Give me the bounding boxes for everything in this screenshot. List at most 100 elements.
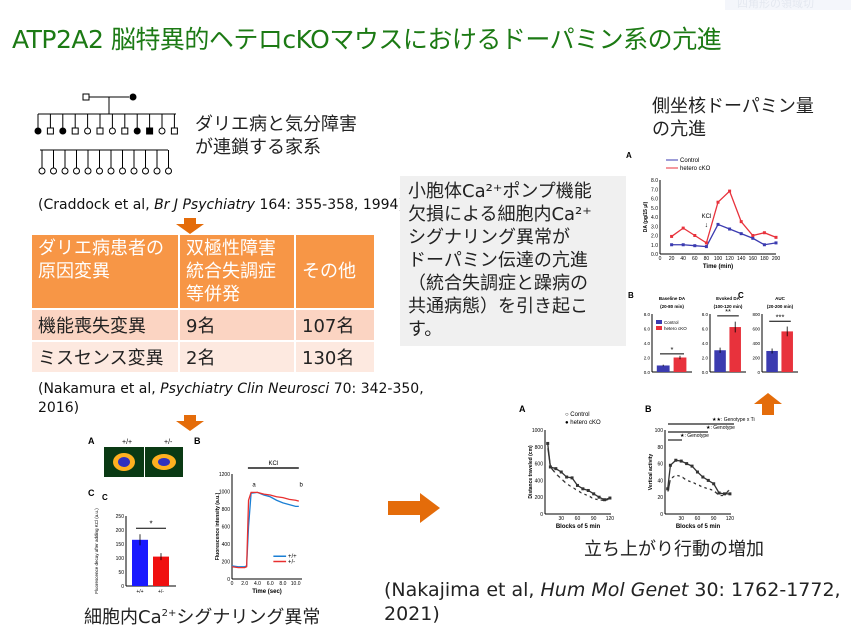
- x-tick-label: 4.0: [254, 581, 261, 587]
- data-point: [693, 244, 697, 248]
- x-axis-label: Time (min): [703, 264, 733, 270]
- legend-swatch: [656, 320, 662, 324]
- data-point: [554, 467, 558, 471]
- data-point: [679, 459, 683, 463]
- x-axis-label: Blocks of 5 min: [676, 524, 721, 530]
- chart-title: Evoked DA: [716, 296, 741, 301]
- data-point: [717, 491, 721, 495]
- slide-title: ATP2A2 脳特異的ヘテロcKOマウスにおけるドーパミン系の亢進: [12, 25, 722, 54]
- x-tick-label: 100: [714, 256, 723, 262]
- y-tick-label: 1.0: [651, 243, 658, 249]
- bar: [766, 350, 778, 372]
- data-point: [608, 496, 612, 500]
- table-row: 機能喪失変異 9名 107名: [32, 310, 374, 340]
- data-point: [546, 441, 550, 445]
- data-point: [701, 485, 705, 489]
- kcl-arrow-icon: ↓: [705, 222, 709, 229]
- x-tick-label: 20: [669, 256, 675, 262]
- significance-stars: *: [149, 519, 152, 528]
- summary-line: 共通病態）を引き起こ: [408, 296, 588, 317]
- x-tick-label: 8.0: [279, 581, 286, 587]
- data-point: [670, 243, 674, 247]
- data-point: [690, 480, 694, 484]
- x-tick-label: 160: [749, 256, 758, 262]
- summary-line: 小胞体Ca²⁺ポンプ機能: [408, 181, 592, 202]
- x-tick-label: 120: [726, 516, 735, 522]
- y-tick-label: 80: [657, 445, 663, 451]
- point-label: b: [299, 482, 303, 488]
- y-tick-label: 0: [121, 584, 124, 590]
- header-cell: ダリエ病患者の 原因変異: [32, 235, 178, 308]
- y-tick-label: 6.0: [651, 197, 658, 203]
- data-point: [706, 487, 710, 491]
- chart-title: (20-80 min): [660, 304, 684, 309]
- table-row: ミスセンス変異 2名 130名: [32, 342, 374, 372]
- y-tick-label: 100: [655, 428, 664, 434]
- data-point: [685, 462, 689, 466]
- data-point: [751, 236, 755, 240]
- y-tick-label: 2.0: [644, 356, 651, 361]
- summary-line: シグナリング異常が: [408, 227, 570, 248]
- pedigree-member: [108, 127, 116, 135]
- significance-label: ★: Genotype: [680, 433, 709, 439]
- y-tick-label: 5.0: [651, 206, 658, 212]
- significance-stars: *: [671, 345, 674, 354]
- legend-label: hetero cKO: [664, 326, 687, 331]
- data-point: [581, 492, 585, 496]
- legend-label: +/-: [288, 559, 295, 565]
- legend-label: +/+: [288, 554, 297, 560]
- pedigree-member: [119, 167, 126, 175]
- y-tick-label: 150: [116, 542, 125, 548]
- data-point: [693, 234, 697, 237]
- y-tick-label: 600: [535, 462, 544, 468]
- data-point: [586, 488, 590, 492]
- y-axis-label: Fluorescence intensity (a.u.): [215, 492, 221, 560]
- data-point: [695, 483, 699, 487]
- summary-box: 小胞体Ca²⁺ポンプ機能 欠損による細胞内Ca²⁺ シグナリング異常が ドーパミ…: [400, 176, 626, 346]
- da-heading: 側坐核ドーパミン量 の亢進: [652, 96, 814, 140]
- x-tick-label: 30: [558, 516, 564, 522]
- y-tick-label: 8.0: [702, 312, 709, 317]
- y-tick-label: 4.0: [702, 341, 709, 346]
- dopamine-figure: A 0.0 1.0 2.0 3.0 4.0 5.0 6.0 7.0 8.0 0 20 40 60 80 100…: [626, 151, 798, 375]
- data-point: [668, 463, 672, 467]
- cell: 機能喪失変異: [32, 310, 178, 340]
- data-point: [581, 487, 585, 491]
- pedigree-member: [84, 127, 92, 135]
- summary-line: 欠損による細胞内Ca²⁺: [408, 204, 592, 225]
- x-tick-label: 120: [606, 516, 615, 522]
- y-tick-label: 400: [535, 478, 544, 484]
- bar: [714, 350, 726, 372]
- y-tick-label: 4.0: [644, 341, 651, 346]
- data-point: [712, 482, 716, 486]
- y-tick-label: 0: [227, 577, 230, 583]
- x-tick-label: 60: [575, 516, 581, 522]
- y-tick-label: 40: [657, 478, 663, 484]
- data-point: [751, 234, 755, 237]
- panel-label: C: [102, 493, 108, 502]
- y-tick-label: 4.0: [651, 215, 658, 221]
- y-tick-label: 7.0: [651, 187, 658, 193]
- data-point: [592, 497, 596, 501]
- data-point: [739, 232, 743, 236]
- data-point: [559, 470, 563, 474]
- x-tick-label: 6.0: [267, 581, 274, 587]
- caption-line: が連鎖する家系: [195, 137, 321, 158]
- y-tick-label: 0: [540, 512, 543, 518]
- y-tick-label: 0: [757, 370, 760, 375]
- data-point: [704, 245, 708, 249]
- caption-line: ダリエ病と気分障害: [195, 114, 357, 135]
- x-tick-label: 140: [737, 256, 746, 262]
- significance-label: ★: Genotype: [706, 425, 735, 431]
- summary-line: す。: [408, 319, 443, 340]
- pedigree-member: [158, 127, 166, 135]
- x-tick-label: 2.0: [241, 581, 248, 587]
- pedigree-member: [34, 127, 42, 135]
- series-line-1: [231, 491, 299, 569]
- panel-label: C: [88, 488, 95, 498]
- data-point: [685, 478, 689, 482]
- bar: [153, 556, 169, 586]
